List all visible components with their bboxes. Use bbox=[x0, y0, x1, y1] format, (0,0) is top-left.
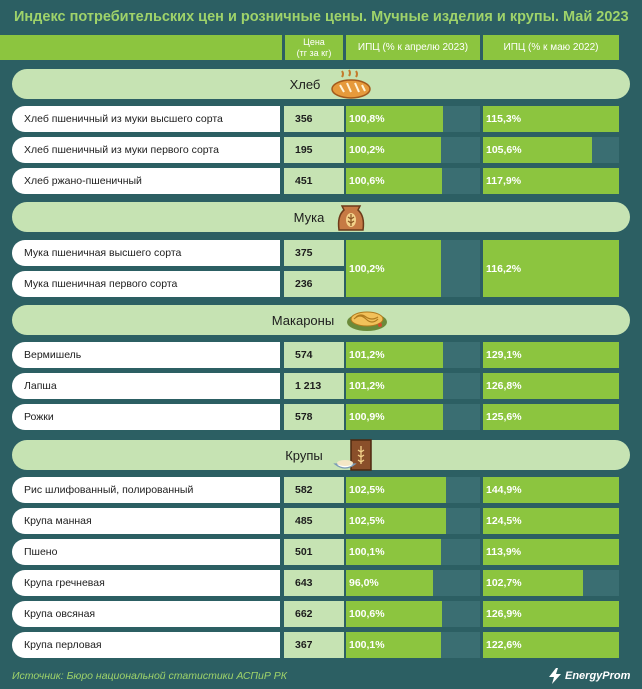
grain-bag-icon bbox=[333, 439, 372, 471]
page-title: Индекс потребительских цен и розничные ц… bbox=[14, 9, 629, 25]
cpi-may-bar: 144,9% bbox=[483, 477, 619, 503]
section-band-grains: Крупы bbox=[12, 439, 630, 471]
bread-icon bbox=[331, 69, 372, 99]
row-name: Лапша bbox=[12, 373, 280, 399]
row-name: Хлеб пшеничный из муки первого сорта bbox=[12, 137, 280, 163]
cpi-may-bar: 125,6% bbox=[483, 404, 619, 430]
header-cpi-april: ИПЦ (% к апрелю 2023) bbox=[346, 35, 480, 60]
section-title: Хлеб bbox=[289, 76, 321, 92]
cpi-april-bar: 101,2% bbox=[346, 373, 444, 399]
cpi-april-bar: 102,5% bbox=[346, 477, 446, 503]
row-price: 1 213 bbox=[284, 373, 344, 399]
row-name: Крупа перловая bbox=[12, 632, 280, 658]
cpi-may-bar: 129,1% bbox=[483, 342, 619, 368]
cpi-may-bar: 116,2% bbox=[483, 240, 619, 297]
lightning-icon bbox=[549, 668, 561, 684]
cpi-may-bar: 102,7% bbox=[483, 570, 583, 596]
cpi-april-bar: 100,6% bbox=[346, 601, 443, 627]
source-note: Источник: Бюро национальной статистики А… bbox=[12, 670, 287, 682]
row-price: 375 bbox=[284, 240, 344, 266]
cpi-april-bar: 100,8% bbox=[346, 106, 443, 132]
row-price: 236 bbox=[284, 271, 344, 297]
cpi-may-bar: 122,6% bbox=[483, 632, 619, 658]
row-price: 195 bbox=[284, 137, 344, 163]
header-cpi-may: ИПЦ (% к маю 2022) bbox=[483, 35, 619, 60]
energyprom-logo: EnergyProm bbox=[548, 668, 630, 684]
cpi-april-bar: 100,6% bbox=[346, 168, 443, 194]
row-price: 643 bbox=[284, 570, 344, 596]
section-title: Мука bbox=[293, 209, 325, 225]
cpi-april-bar: 100,1% bbox=[346, 539, 442, 565]
section-band-pasta: Макароны bbox=[12, 305, 630, 335]
header-price: Цена (тг за кг) bbox=[285, 35, 343, 60]
row-name: Крупа манная bbox=[12, 508, 280, 534]
row-name: Хлеб пшеничный из муки высшего сорта bbox=[12, 106, 280, 132]
cpi-april-bar: 96,0% bbox=[346, 570, 433, 596]
section-band-bread: Хлеб bbox=[12, 69, 630, 99]
row-price: 367 bbox=[284, 632, 344, 658]
cpi-may-bar: 113,9% bbox=[483, 539, 619, 565]
logo-text: EnergyProm bbox=[565, 670, 631, 682]
row-name: Хлеб ржано-пшеничный bbox=[12, 168, 280, 194]
row-name: Мука пшеничная первого сорта bbox=[12, 271, 280, 297]
cpi-april-bar: 100,2% bbox=[346, 137, 442, 163]
section-title: Крупы bbox=[285, 447, 323, 463]
row-name: Мука пшеничная высшего сорта bbox=[12, 240, 280, 266]
header-name-column bbox=[0, 35, 282, 60]
cpi-may-bar: 117,9% bbox=[483, 168, 619, 194]
row-price: 356 bbox=[284, 106, 344, 132]
row-price: 582 bbox=[284, 477, 344, 503]
row-price: 574 bbox=[284, 342, 344, 368]
row-name: Крупа овсяная bbox=[12, 601, 280, 627]
cpi-april-bar: 101,2% bbox=[346, 342, 444, 368]
row-price: 662 bbox=[284, 601, 344, 627]
cpi-may-bar: 126,8% bbox=[483, 373, 619, 399]
header-price-line1: Цена bbox=[303, 36, 325, 47]
row-name: Рожки bbox=[12, 404, 280, 430]
section-band-flour: Мука bbox=[12, 202, 630, 232]
cpi-april-bar: 100,2% bbox=[346, 240, 442, 297]
flour-sack-icon bbox=[338, 205, 365, 231]
cpi-april-bar: 100,9% bbox=[346, 404, 443, 430]
cpi-may-bar: 126,9% bbox=[483, 601, 619, 627]
row-name: Рис шлифованный, полированный bbox=[12, 477, 280, 503]
row-price: 501 bbox=[284, 539, 344, 565]
cpi-may-bar: 115,3% bbox=[483, 106, 619, 132]
row-name: Вермишель bbox=[12, 342, 280, 368]
row-price: 578 bbox=[284, 404, 344, 430]
pasta-icon bbox=[347, 311, 388, 331]
cpi-april-bar: 102,5% bbox=[346, 508, 446, 534]
row-price: 451 bbox=[284, 168, 344, 194]
cpi-may-bar: 105,6% bbox=[483, 137, 593, 163]
cpi-april-bar: 100,1% bbox=[346, 632, 442, 658]
row-price: 485 bbox=[284, 508, 344, 534]
row-name: Крупа гречневая bbox=[12, 570, 280, 596]
header-price-line2: (тг за кг) bbox=[296, 47, 332, 58]
section-title: Макароны bbox=[271, 312, 335, 328]
cpi-may-bar: 124,5% bbox=[483, 508, 619, 534]
row-name: Пшено bbox=[12, 539, 280, 565]
